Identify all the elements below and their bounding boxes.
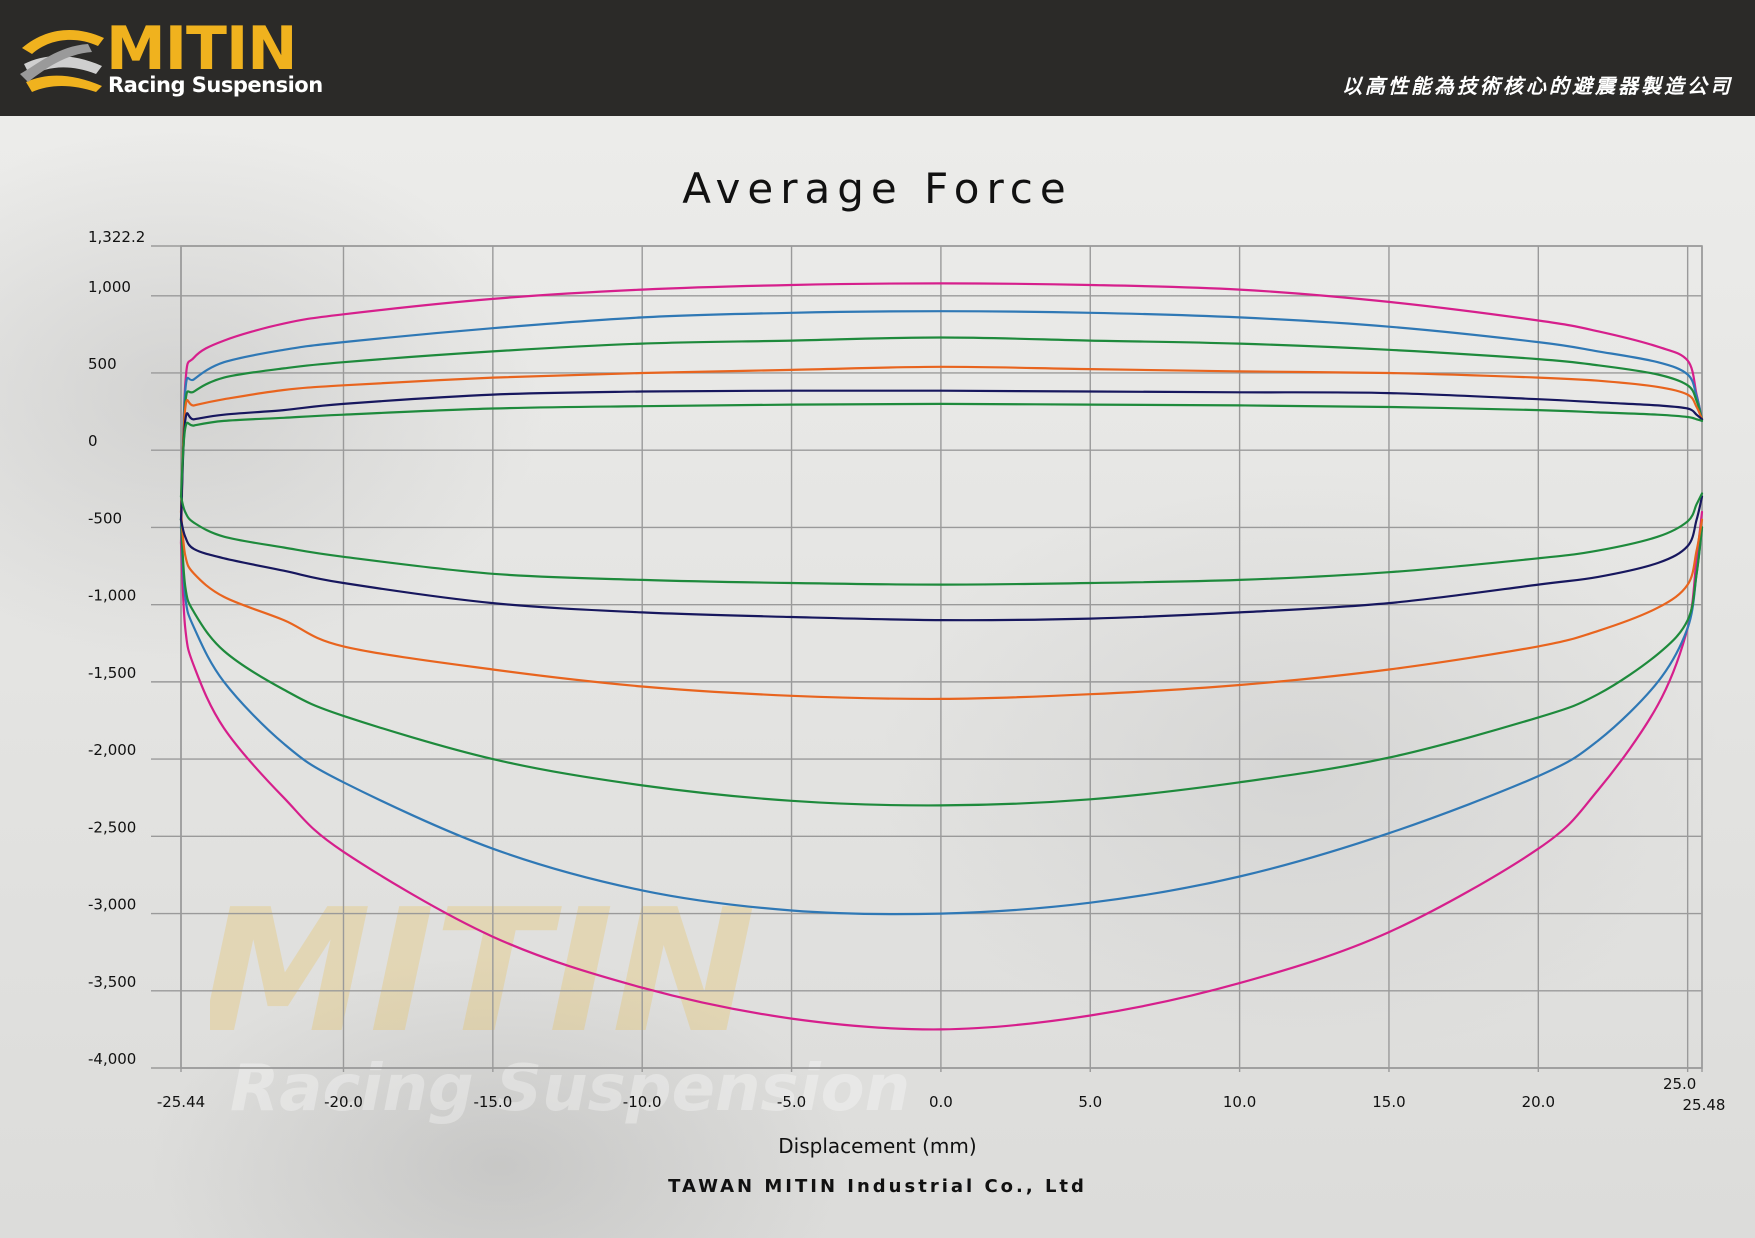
chart-title: Average Force <box>682 164 1073 213</box>
x-tick-label: 25.0 <box>1663 1075 1696 1093</box>
y-tick-label: -3,500 <box>88 973 136 991</box>
series-line-11 <box>179 492 1704 586</box>
brand-name: MITIN <box>106 14 297 84</box>
company-tagline: 以高性能為技術核心的避震器製造公司 <box>1342 74 1733 98</box>
chart-grid <box>151 245 1703 1072</box>
company-footer: TAWAN MITIN Industrial Co., Ltd <box>668 1176 1087 1197</box>
series-line-5 <box>179 518 1704 807</box>
series-line-1 <box>179 510 1704 1031</box>
y-tick-label: -500 <box>88 509 122 527</box>
y-tick-label: 500 <box>88 355 117 373</box>
y-axis-ticks: 1,322.2 1,000 500 0 -500 -1,000 -1,500 -2,000 -2… <box>88 228 145 1068</box>
x-tick-label: -25.44 <box>157 1093 205 1111</box>
x-tick-label: 15.0 <box>1372 1093 1405 1111</box>
y-tick-label: -3,000 <box>88 896 136 914</box>
x-tick-label: -5.0 <box>777 1093 806 1111</box>
brand-subtitle: Racing Suspension <box>108 73 323 97</box>
series-line-7 <box>179 510 1704 701</box>
y-tick-label: 1,322.2 <box>88 228 145 246</box>
x-tick-label: 5.0 <box>1078 1093 1102 1111</box>
y-tick-label: -2,000 <box>88 741 136 759</box>
series-line-0 <box>179 282 1704 544</box>
series-line-3 <box>179 526 1704 916</box>
series-line-4 <box>179 336 1704 521</box>
x-tick-label: 25.48 <box>1683 1096 1726 1114</box>
x-tick-label: -10.0 <box>623 1093 662 1111</box>
x-tick-label: 0.0 <box>929 1093 953 1111</box>
x-tick-label: 10.0 <box>1223 1093 1256 1111</box>
series-line-2 <box>179 310 1704 529</box>
y-tick-label: 0 <box>88 432 98 450</box>
series-line-9 <box>179 495 1704 622</box>
background-photo <box>0 116 1755 1238</box>
mitin-logo-icon <box>20 29 104 92</box>
series-line-6 <box>179 365 1704 514</box>
header-bar: MITIN Racing Suspension 以高性能為技術核心的避震器製造公… <box>0 0 1755 116</box>
y-tick-label: -2,500 <box>88 818 136 836</box>
x-tick-label: 20.0 <box>1522 1093 1555 1111</box>
chart-series <box>179 282 1704 1031</box>
x-tick-label: -15.0 <box>473 1093 512 1111</box>
brand-logo: MITIN Racing Suspension <box>18 18 348 100</box>
series-line-10 <box>179 402 1704 498</box>
x-axis-label: Displacement (mm) <box>778 1134 977 1158</box>
series-line-8 <box>179 389 1704 521</box>
x-axis-ticks: -25.44 -20.0 -15.0 -10.0 -5.0 0.0 5.0 10.0 15.0 2… <box>157 1075 1726 1114</box>
y-tick-label: -1,000 <box>88 587 136 605</box>
y-tick-label: -1,500 <box>88 664 136 682</box>
y-tick-label: -4,000 <box>88 1050 136 1068</box>
x-tick-label: -20.0 <box>324 1093 363 1111</box>
y-tick-label: 1,000 <box>88 278 131 296</box>
plot-frame <box>180 245 1703 1069</box>
